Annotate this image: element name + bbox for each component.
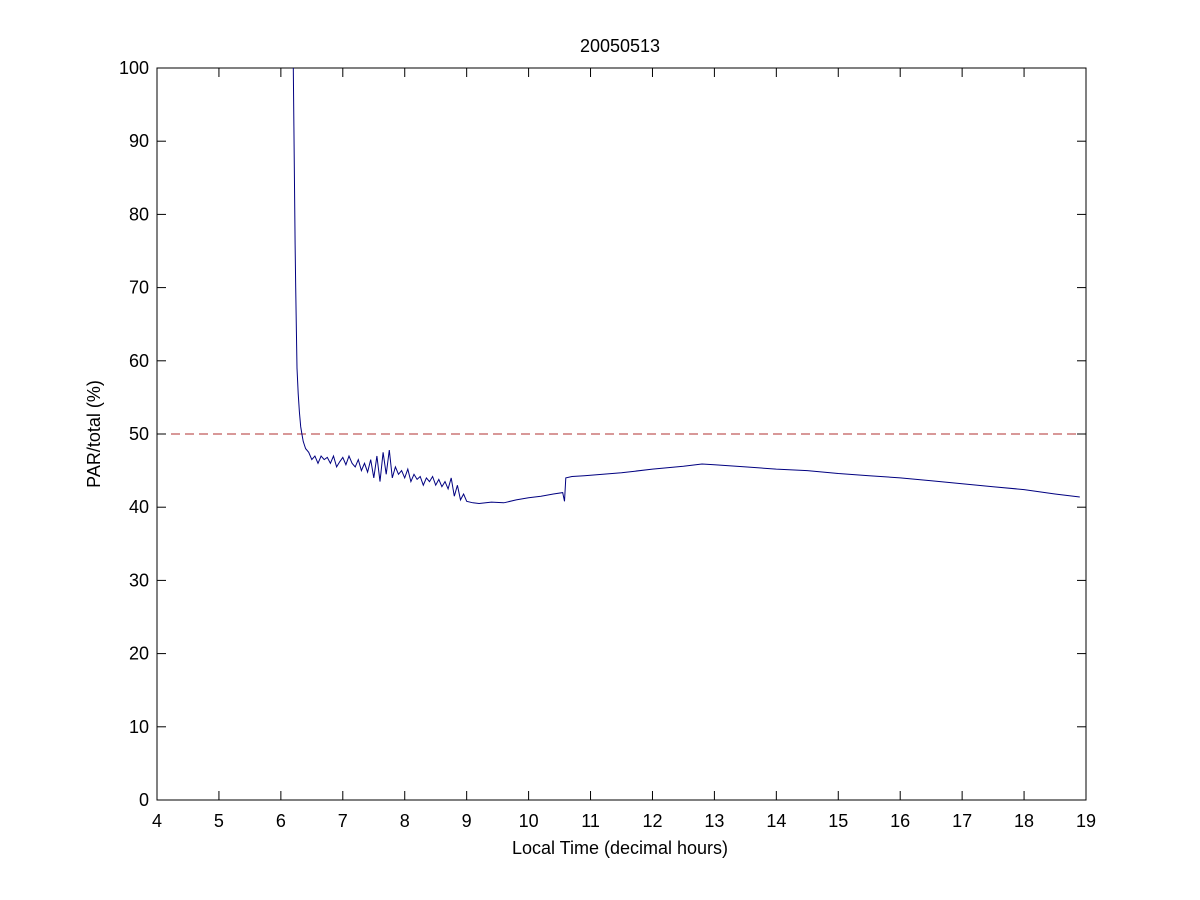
y-tick-label: 60 [129, 351, 149, 371]
y-tick-label: 50 [129, 424, 149, 444]
x-tick-label: 8 [400, 811, 410, 831]
x-tick-label: 9 [462, 811, 472, 831]
x-tick-label: 14 [766, 811, 786, 831]
x-tick-label: 13 [704, 811, 724, 831]
x-axis-ticks: 4 5 6 7 8 9 10 11 12 13 14 15 16 17 18 19 [152, 68, 1096, 831]
x-tick-label: 11 [581, 811, 600, 831]
y-tick-label: 0 [139, 790, 149, 810]
y-tick-label: 70 [129, 278, 149, 298]
chart-title: 20050513 [580, 36, 660, 56]
y-tick-label: 100 [119, 58, 149, 78]
y-axis-label: PAR/total (%) [84, 380, 104, 488]
y-axis-ticks: 0 10 20 30 40 50 60 70 80 90 100 [119, 58, 1086, 810]
x-axis-label: Local Time (decimal hours) [512, 838, 728, 858]
series-line [292, 67, 1080, 505]
y-tick-label: 30 [129, 570, 149, 590]
y-tick-label: 90 [129, 131, 149, 151]
x-tick-label: 17 [952, 811, 972, 831]
x-tick-label: 12 [642, 811, 662, 831]
x-tick-label: 7 [338, 811, 348, 831]
x-tick-label: 6 [276, 811, 286, 831]
x-tick-label: 19 [1076, 811, 1096, 831]
x-tick-label: 18 [1014, 811, 1034, 831]
y-tick-label: 80 [129, 204, 149, 224]
y-tick-label: 40 [129, 497, 149, 517]
x-tick-label: 4 [152, 811, 162, 831]
y-tick-label: 20 [129, 644, 149, 664]
y-tick-label: 10 [129, 717, 149, 737]
x-tick-label: 15 [828, 811, 848, 831]
x-tick-label: 16 [890, 811, 910, 831]
x-tick-label: 5 [214, 811, 224, 831]
x-tick-label: 10 [519, 811, 539, 831]
